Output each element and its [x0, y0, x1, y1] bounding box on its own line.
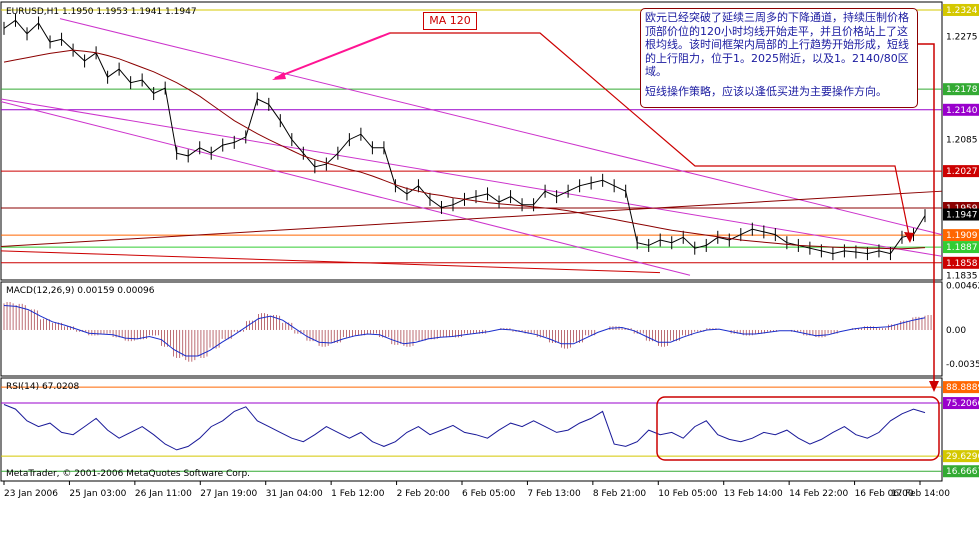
rsi-tick-label: 88.8889	[946, 383, 979, 393]
rsi-tick-label: 75.2066	[946, 399, 979, 409]
price-tag-10	[943, 256, 979, 269]
annotation-box: 欧元已经突破了延续三周多的下降通道，持续压制价格顶部价位的120小时均线开始走平…	[640, 8, 918, 108]
support-trend-line	[0, 190, 943, 248]
macd-tick-label: 0.00	[946, 326, 966, 336]
rsi-callout-line	[918, 43, 935, 385]
axis-layer: 1.2324 1.2275 1.2178 1.2140 1.2085 1.2027 1.19…	[3, 3, 979, 499]
rsi-layer	[1, 386, 942, 472]
date-tick-label: 23 Jan 2006	[4, 489, 58, 499]
date-tick-label: 17 Feb 14:00	[891, 489, 950, 499]
date-tick-label: 31 Jan 04:00	[266, 489, 323, 499]
rsi-highlight-box	[656, 396, 940, 461]
channel-mid-line	[0, 98, 943, 257]
annotation-paragraph-1: 欧元已经突破了延续三周多的下降通道，持续压制价格顶部价位的120小时均线开始走平…	[645, 11, 909, 79]
price-tick-label: 1.1909	[946, 231, 978, 241]
price-tick-label: 1.1858	[946, 259, 978, 269]
price-tag-0	[943, 3, 979, 16]
channel-lower-line	[0, 101, 691, 276]
macd-layer	[3, 301, 935, 362]
rsi-label: RSI(14) 67.0208	[6, 382, 79, 392]
rsi-tag-3	[943, 465, 979, 478]
macd-tick-label: 0.00462	[946, 282, 979, 292]
price-tag-9	[943, 241, 979, 254]
date-tick-label: 8 Feb 21:00	[593, 489, 647, 499]
symbol-label: EURUSD,H1 1.1950 1.1953 1.1941 1.1947	[6, 7, 197, 17]
channel-upper-line	[59, 18, 943, 236]
callout-arrowhead	[904, 232, 914, 243]
price-tick-label: 1.2027	[946, 167, 978, 177]
macd-label: MACD(12,26,9) 0.00159 0.00096	[6, 286, 155, 296]
rsi-callout-arrowhead	[929, 381, 939, 392]
rsi-tag-1	[943, 397, 979, 410]
price-tag-3	[943, 103, 979, 116]
price-tick-label: 1.1835	[946, 271, 978, 281]
date-tick-label: 10 Feb 05:00	[658, 489, 717, 499]
rsi-panel	[0, 377, 943, 482]
date-tick-label: 1 Feb 12:00	[331, 489, 385, 499]
rsi-tick-label: 16.6667	[946, 467, 979, 477]
price-tick-label: 1.2178	[946, 85, 978, 95]
date-tick-label: 16 Feb 06:00	[855, 489, 914, 499]
price-tag-7	[943, 208, 979, 221]
macd-panel	[0, 281, 943, 377]
price-tick-label: 1.2324	[946, 6, 978, 16]
rsi-line	[3, 404, 926, 451]
price-tag-2	[943, 83, 979, 96]
price-tick-label: 1.2085	[946, 136, 978, 146]
price-tick-label: 1.1947	[946, 211, 978, 221]
date-tick-label: 25 Jan 03:00	[69, 489, 126, 499]
price-tick-label: 1.1887	[946, 243, 978, 253]
price-tag-8	[943, 229, 979, 242]
date-tick-label: 7 Feb 13:00	[527, 489, 581, 499]
date-tick-label: 27 Jan 19:00	[200, 489, 257, 499]
price-tick-label: 1.2140	[946, 106, 978, 116]
rsi-tag-0	[943, 381, 979, 394]
annotation-paragraph-2: 短线操作策略，应该以逢低买进为主要操作方向。	[645, 84, 887, 98]
rsi-tick-label: 29.6296	[946, 452, 979, 462]
ma-pointer-line	[274, 32, 391, 79]
date-tick-label: 2 Feb 20:00	[397, 489, 451, 499]
rsi-tag-2	[943, 450, 979, 463]
price-tick-label: 1.2275	[946, 33, 978, 43]
macd-signal-line	[3, 305, 926, 357]
date-tick-label: 13 Feb 14:00	[724, 489, 783, 499]
ma-120-tag: MA 120	[423, 12, 477, 30]
price-tag-5	[943, 165, 979, 178]
lower-trend-line	[0, 250, 661, 274]
ma-120-line	[3, 49, 926, 250]
date-tick-label: 26 Jan 11:00	[135, 489, 192, 499]
ma-pointer-arrowhead	[272, 72, 286, 80]
footer-label: MetaTrader, © 2001-2006 MetaQuotes Softw…	[6, 469, 250, 479]
date-tick-label: 6 Feb 05:00	[462, 489, 516, 499]
date-tick-label: 14 Feb 22:00	[789, 489, 848, 499]
